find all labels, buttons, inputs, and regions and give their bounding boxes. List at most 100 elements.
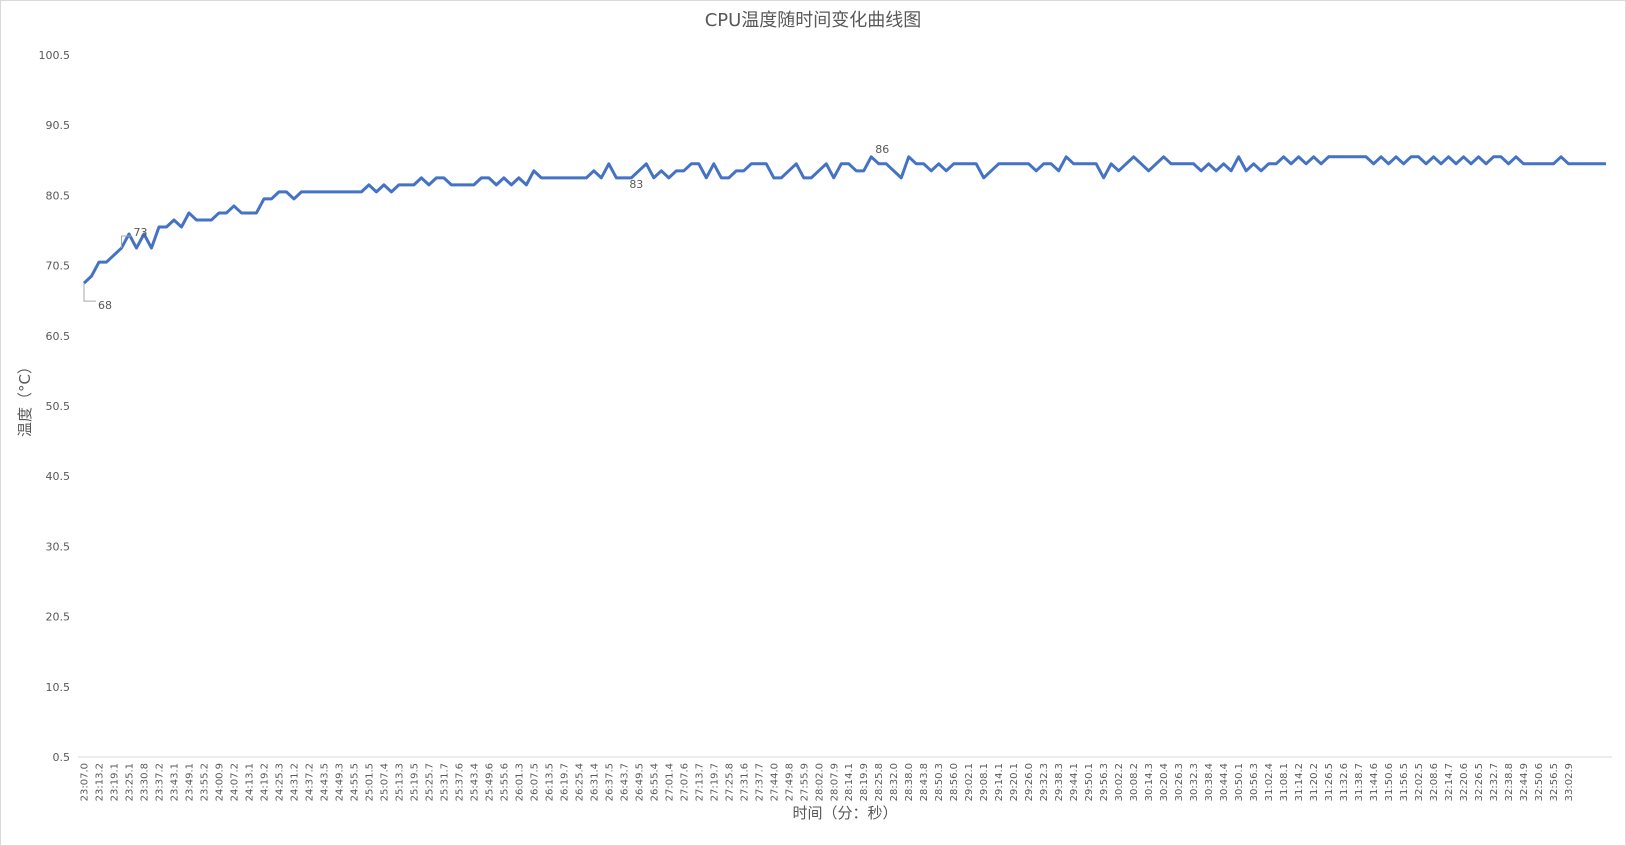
data-line	[82, 155, 1606, 285]
x-tick-label: 28:43.8	[919, 763, 930, 801]
x-tick-label: 25:49.6	[484, 763, 495, 801]
x-tick-label: 26:25.4	[574, 763, 585, 801]
x-tick-label: 25:31.7	[439, 763, 450, 801]
x-axis-title: 时间（分：秒）	[792, 804, 897, 822]
y-tick-label: 50.5	[46, 400, 71, 413]
x-tick-label: 31:38.7	[1354, 763, 1365, 801]
x-tick-label: 23:25.1	[124, 763, 135, 801]
data-label: 73	[133, 226, 147, 239]
x-tick-label: 33:02.9	[1564, 763, 1575, 801]
x-tick-label: 31:20.2	[1309, 763, 1320, 801]
x-tick-label: 29:38.3	[1054, 763, 1065, 801]
x-tick-label: 31:08.1	[1279, 763, 1290, 801]
x-tick-label: 31:26.5	[1324, 763, 1335, 801]
x-tick-label: 27:07.6	[679, 763, 690, 801]
data-label: 86	[875, 143, 889, 156]
x-tick-label: 32:20.6	[1459, 763, 1470, 801]
x-tick-label: 25:55.6	[499, 763, 510, 801]
x-tick-label: 23:07.0	[80, 763, 91, 801]
x-tick-label: 30:26.3	[1174, 763, 1185, 801]
data-label: 68	[98, 299, 112, 312]
x-tick-label: 26:31.4	[589, 763, 600, 801]
y-tick-label: 40.5	[46, 470, 71, 483]
x-tick-label: 30:50.1	[1234, 763, 1245, 801]
x-tick-label: 30:20.4	[1159, 763, 1170, 801]
x-tick-label: 24:19.2	[259, 763, 270, 801]
x-tick-label: 30:14.3	[1144, 763, 1155, 801]
x-tick-label: 30:38.4	[1204, 763, 1215, 801]
x-tick-label: 29:08.1	[979, 763, 990, 801]
x-tick-label: 25:43.4	[469, 763, 480, 801]
label-leader	[120, 235, 132, 249]
x-tick-label: 29:44.1	[1069, 763, 1080, 801]
x-tick-label: 26:13.5	[544, 763, 555, 801]
x-tick-label: 30:56.3	[1249, 763, 1260, 801]
x-tick-label: 28:56.0	[949, 763, 960, 801]
x-tick-label: 31:56.5	[1399, 763, 1410, 801]
x-tick-label: 26:37.5	[604, 763, 615, 801]
y-tick-label: 20.5	[46, 611, 71, 624]
x-tick-label: 32:50.6	[1534, 763, 1545, 801]
x-tick-label: 23:37.2	[154, 763, 165, 801]
x-tick-label: 29:56.3	[1099, 763, 1110, 801]
x-tick-label: 32:08.6	[1429, 763, 1440, 801]
x-tick-label: 29:26.0	[1024, 763, 1035, 801]
x-tick-label: 25:07.4	[379, 763, 390, 801]
x-tick-label: 31:02.4	[1264, 763, 1275, 801]
y-tick-label: 60.5	[46, 330, 71, 343]
x-tick-label: 26:55.4	[649, 763, 660, 801]
x-tick-label: 28:14.1	[844, 763, 855, 801]
x-tick-label: 27:31.6	[739, 763, 750, 801]
y-tick-label: 100.5	[39, 49, 71, 62]
x-tick-label: 27:55.9	[799, 763, 810, 801]
x-tick-label: 25:13.3	[394, 763, 405, 801]
y-tick-label: 70.5	[46, 260, 71, 273]
x-tick-label: 28:32.0	[889, 763, 900, 801]
x-tick-label: 28:50.3	[934, 763, 945, 801]
x-tick-label: 31:14.2	[1294, 763, 1305, 801]
x-tick-label: 30:02.2	[1114, 763, 1125, 801]
y-tick-label: 80.5	[46, 189, 71, 202]
x-tick-label: 32:38.8	[1504, 763, 1515, 801]
x-tick-label: 27:49.8	[784, 763, 795, 801]
x-tick-label: 27:37.7	[754, 763, 765, 801]
x-tick-label: 28:07.9	[829, 763, 840, 801]
x-tick-label: 23:13.2	[94, 763, 105, 801]
chart-title: CPU温度随时间变化曲线图	[705, 10, 922, 31]
x-tick-label: 32:14.7	[1444, 763, 1455, 801]
x-tick-label: 30:08.2	[1129, 763, 1140, 801]
x-tick-label: 32:26.5	[1474, 763, 1485, 801]
x-tick-label: 29:32.3	[1039, 763, 1050, 801]
y-tick-label: 10.5	[46, 681, 71, 694]
x-tick-label: 28:38.0	[904, 763, 915, 801]
y-tick-label: 90.5	[46, 119, 71, 132]
x-tick-label: 31:32.6	[1339, 763, 1350, 801]
x-tick-label: 30:44.4	[1219, 763, 1230, 801]
x-tick-label: 32:02.5	[1414, 763, 1425, 801]
x-tick-label: 32:32.7	[1489, 763, 1500, 801]
x-tick-label: 27:01.4	[664, 763, 675, 801]
x-tick-label: 26:49.5	[634, 763, 645, 801]
x-tick-label: 24:43.5	[319, 763, 330, 801]
x-tick-label: 29:50.1	[1084, 763, 1095, 801]
x-tick-label: 27:44.0	[769, 763, 780, 801]
x-tick-label: 29:02.1	[964, 763, 975, 801]
y-tick-label: 30.5	[46, 540, 71, 553]
x-tick-label: 24:25.3	[274, 763, 285, 801]
x-tick-label: 24:07.2	[229, 763, 240, 801]
x-tick-label: 29:20.1	[1009, 763, 1020, 801]
x-tick-label: 25:01.5	[364, 763, 375, 801]
x-tick-label: 23:55.2	[199, 763, 210, 801]
x-tick-label: 31:50.6	[1384, 763, 1395, 801]
x-tick-label: 27:25.8	[724, 763, 735, 801]
x-tick-label: 23:19.1	[109, 763, 120, 801]
y-axis-title: 温度（°C）	[16, 359, 34, 437]
data-label: 83	[629, 178, 643, 191]
x-tick-label: 25:19.5	[409, 763, 420, 801]
x-tick-label: 28:02.0	[814, 763, 825, 801]
x-tick-label: 23:43.1	[169, 763, 180, 801]
x-tick-label: 27:19.7	[709, 763, 720, 801]
x-tick-label: 25:37.6	[454, 763, 465, 801]
